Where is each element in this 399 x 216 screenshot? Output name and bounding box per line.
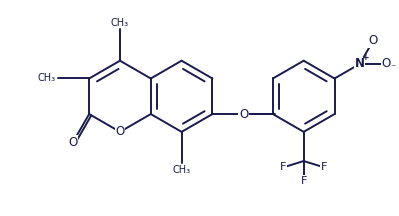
Text: CH₃: CH₃ <box>38 73 56 84</box>
Text: ⁻: ⁻ <box>391 63 396 73</box>
Text: CH₃: CH₃ <box>111 18 129 28</box>
Text: F: F <box>321 162 328 172</box>
Text: O: O <box>239 108 248 121</box>
Text: O: O <box>369 34 378 47</box>
Text: +: + <box>362 53 370 62</box>
Text: F: F <box>300 176 307 186</box>
Text: CH₃: CH₃ <box>172 165 191 175</box>
Text: N: N <box>355 57 365 70</box>
Text: F: F <box>280 162 286 172</box>
Text: O: O <box>115 125 124 138</box>
Text: O: O <box>68 136 77 149</box>
Text: O: O <box>382 57 391 70</box>
